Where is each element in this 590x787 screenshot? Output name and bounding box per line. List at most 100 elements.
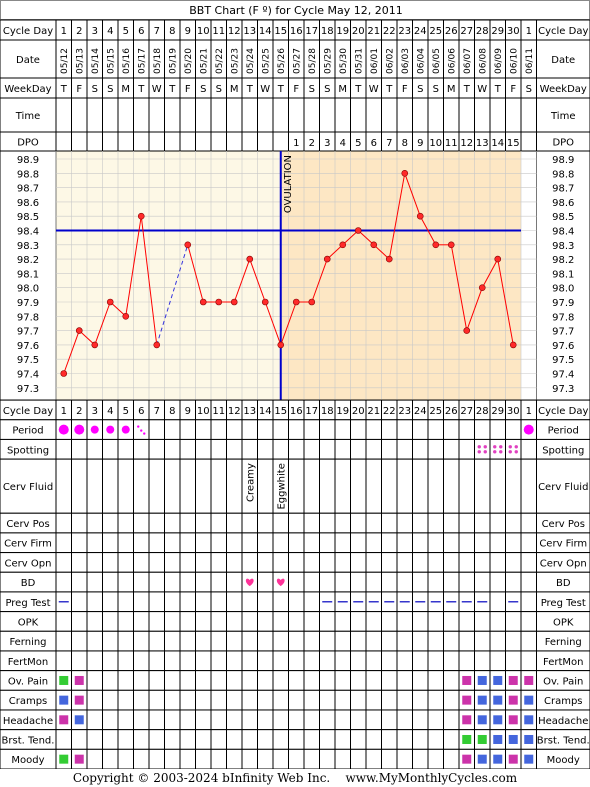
brst-tend-square-icon (493, 734, 503, 744)
row-label-right-preg_test-lower: Preg Test (541, 598, 586, 609)
y-tick-label: 98.0 (17, 284, 39, 295)
cycle-day-cell-lower: 2 (76, 406, 82, 417)
weekday-cell: T (137, 84, 145, 95)
date-cell: 05/19 (168, 48, 178, 74)
weekday-cell: S (92, 84, 98, 95)
cramps-square-icon (477, 695, 487, 705)
y-tick-label-right: 98.6 (552, 198, 574, 209)
cycle-day-cell-lower: 21 (367, 406, 380, 417)
y-tick-label-right: 98.3 (552, 241, 574, 252)
date-cell: 06/10 (509, 48, 519, 74)
weekday-cell: M (121, 84, 130, 95)
headache-square-icon (477, 715, 487, 725)
cycle-day-cell-lower: 27 (460, 406, 473, 417)
y-tick-label: 98.3 (17, 241, 39, 252)
temperature-point (153, 341, 161, 349)
y-tick-label-right: 98.1 (552, 269, 574, 280)
row-label-right-date: Date (551, 55, 575, 66)
spotting-icon (508, 445, 512, 449)
cycle-day-cell-lower: 1 (526, 406, 532, 417)
y-tick-label-right: 97.9 (552, 298, 574, 309)
ov-pain-square-icon (477, 675, 487, 685)
period-light-icon (143, 432, 146, 435)
period-medium-icon (90, 425, 99, 434)
temperature-point (91, 341, 99, 349)
y-tick-label: 98.6 (17, 198, 39, 209)
weekday-cell: W (260, 84, 270, 95)
cycle-day-cell-lower: 18 (321, 406, 334, 417)
row-opk-lower (0, 611, 590, 632)
spotting-icon (483, 445, 487, 449)
dpo-cell: 11 (445, 138, 458, 149)
row-label-moody-lower: Moody (11, 755, 44, 766)
cycle-day-cell: 20 (352, 26, 365, 37)
cycle-day-cell-lower: 4 (107, 406, 113, 417)
cycle-day-cell-lower: 12 (228, 406, 241, 417)
temperature-point (494, 255, 502, 263)
weekday-cell: S (417, 84, 423, 95)
temperature-point (277, 341, 285, 349)
weekday-cell: T (277, 84, 285, 95)
headache-square-icon (74, 715, 84, 725)
row-label-fertmon-lower: FertMon (8, 657, 48, 668)
row-label-right-cerv_pos-lower: Cerv Pos (542, 519, 585, 530)
row-label-right-headache-lower: Headache (538, 716, 588, 727)
temperature-point (416, 212, 424, 220)
moody-square-icon (59, 754, 69, 764)
dpo-cell: 13 (476, 138, 489, 149)
date-cell: 05/18 (153, 48, 163, 74)
y-tick-label-right: 98.8 (552, 169, 574, 180)
temperature-point (354, 227, 362, 234)
row-label-cerv_fluid-lower: Cerv Fluid (3, 482, 53, 493)
cycle-day-cell-lower: 5 (123, 406, 129, 417)
dpo-cell: 5 (355, 138, 361, 149)
chart-title: BBT Chart (F º) for Cycle May 12, 2011 (189, 4, 403, 17)
row-label-right-weekday: WeekDay (540, 84, 587, 95)
date-cell: 06/09 (494, 48, 504, 74)
temperature-point (447, 241, 455, 249)
headache-square-icon (508, 715, 518, 725)
row-label-right-cerv_firm-lower: Cerv Firm (539, 539, 587, 550)
cramps-square-icon (508, 695, 518, 705)
site-link[interactable]: www.MyMonthlyCycles.com (345, 771, 518, 785)
period-heavy-icon (523, 424, 534, 435)
row-label-cramps-lower: Cramps (9, 696, 48, 707)
weekday-cell: M (230, 84, 239, 95)
row-label-right-cramps-lower: Cramps (544, 696, 583, 707)
temperature-point (292, 298, 300, 306)
cycle-day-cell: 22 (383, 26, 396, 37)
row-label-right-period-lower: Period (548, 426, 579, 437)
cycle-day-cell: 8 (169, 26, 175, 37)
temperature-point (137, 212, 145, 220)
temperature-point (463, 327, 471, 334)
cycle-day-cell: 21 (367, 26, 380, 37)
row-label-right-bd-lower: BD (556, 578, 571, 589)
temperature-point (478, 284, 486, 292)
temperature-point (106, 298, 114, 306)
y-tick-label: 97.3 (17, 384, 39, 395)
date-cell: 05/30 (339, 48, 349, 74)
row-label-date: Date (16, 55, 40, 66)
row-label-right-cycle_day-lower: Cycle Day (538, 406, 588, 417)
row-label-right-ferning-lower: Ferning (545, 637, 582, 648)
date-cell: 05/24 (246, 48, 256, 74)
row-cerv_opn-lower (0, 552, 590, 573)
period-light-icon (140, 429, 143, 432)
temperature-point (432, 241, 440, 249)
row-label-ferning-lower: Ferning (9, 637, 46, 648)
temperature-point (215, 298, 223, 306)
temperature-point (230, 298, 238, 306)
cycle-day-cell: 26 (445, 26, 458, 37)
heart-icon (245, 578, 254, 587)
temperature-point (246, 255, 254, 263)
cycle-day-cell-lower: 30 (507, 406, 520, 417)
y-tick-label-right: 97.5 (552, 355, 574, 366)
date-cell: 05/14 (91, 48, 101, 74)
date-cell: 06/02 (385, 48, 395, 74)
ov-pain-square-icon (462, 675, 472, 685)
y-tick-label-right: 98.2 (552, 255, 574, 266)
row-label-cerv_opn-lower: Cerv Opn (5, 558, 52, 569)
dpo-cell: 6 (371, 138, 377, 149)
date-cell: 06/05 (432, 48, 442, 74)
dpo-cell: 8 (402, 138, 408, 149)
